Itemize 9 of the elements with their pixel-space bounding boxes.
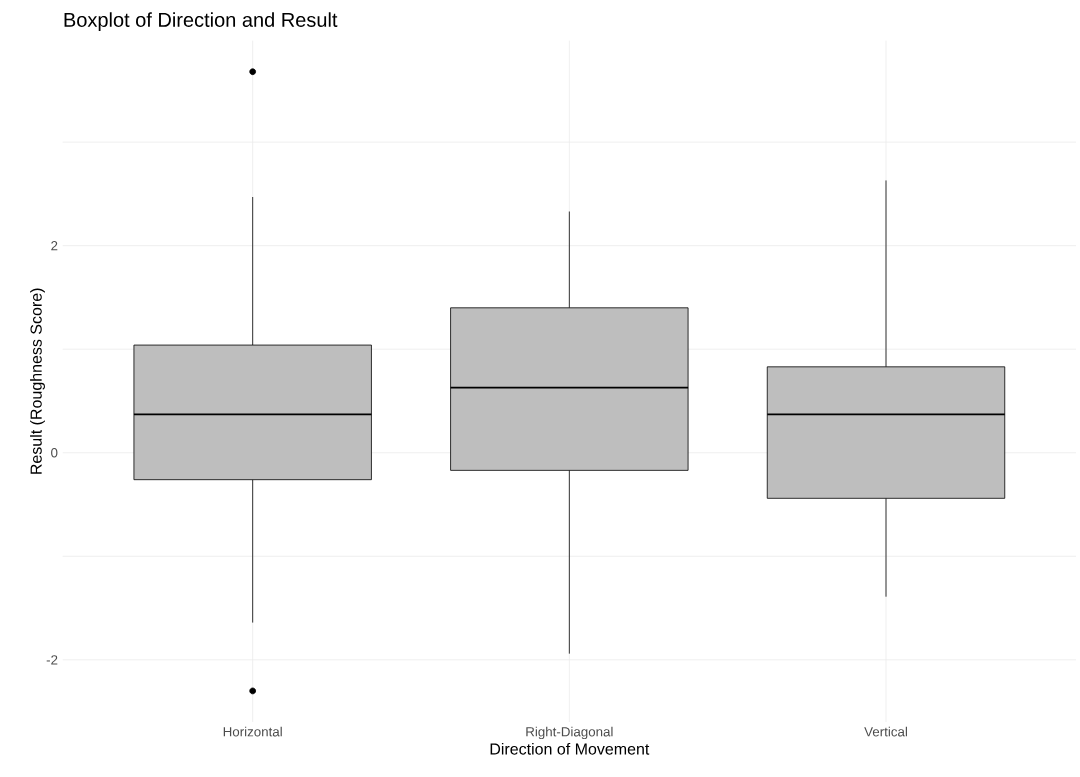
y-axis-title: Result (Roughness Score): [30, 288, 45, 474]
y-tick-label: -2: [46, 655, 58, 665]
y-tick-label: 2: [51, 241, 58, 251]
x-tick-label: Right-Diagonal: [526, 726, 613, 740]
chart-title: Boxplot of Direction and Result: [64, 12, 338, 31]
y-tick-label: 0: [51, 448, 58, 458]
x-axis-title: Direction of Movement: [490, 742, 650, 755]
x-tick-label: Horizontal: [223, 726, 282, 737]
x-tick-label: Vertical: [864, 726, 907, 737]
